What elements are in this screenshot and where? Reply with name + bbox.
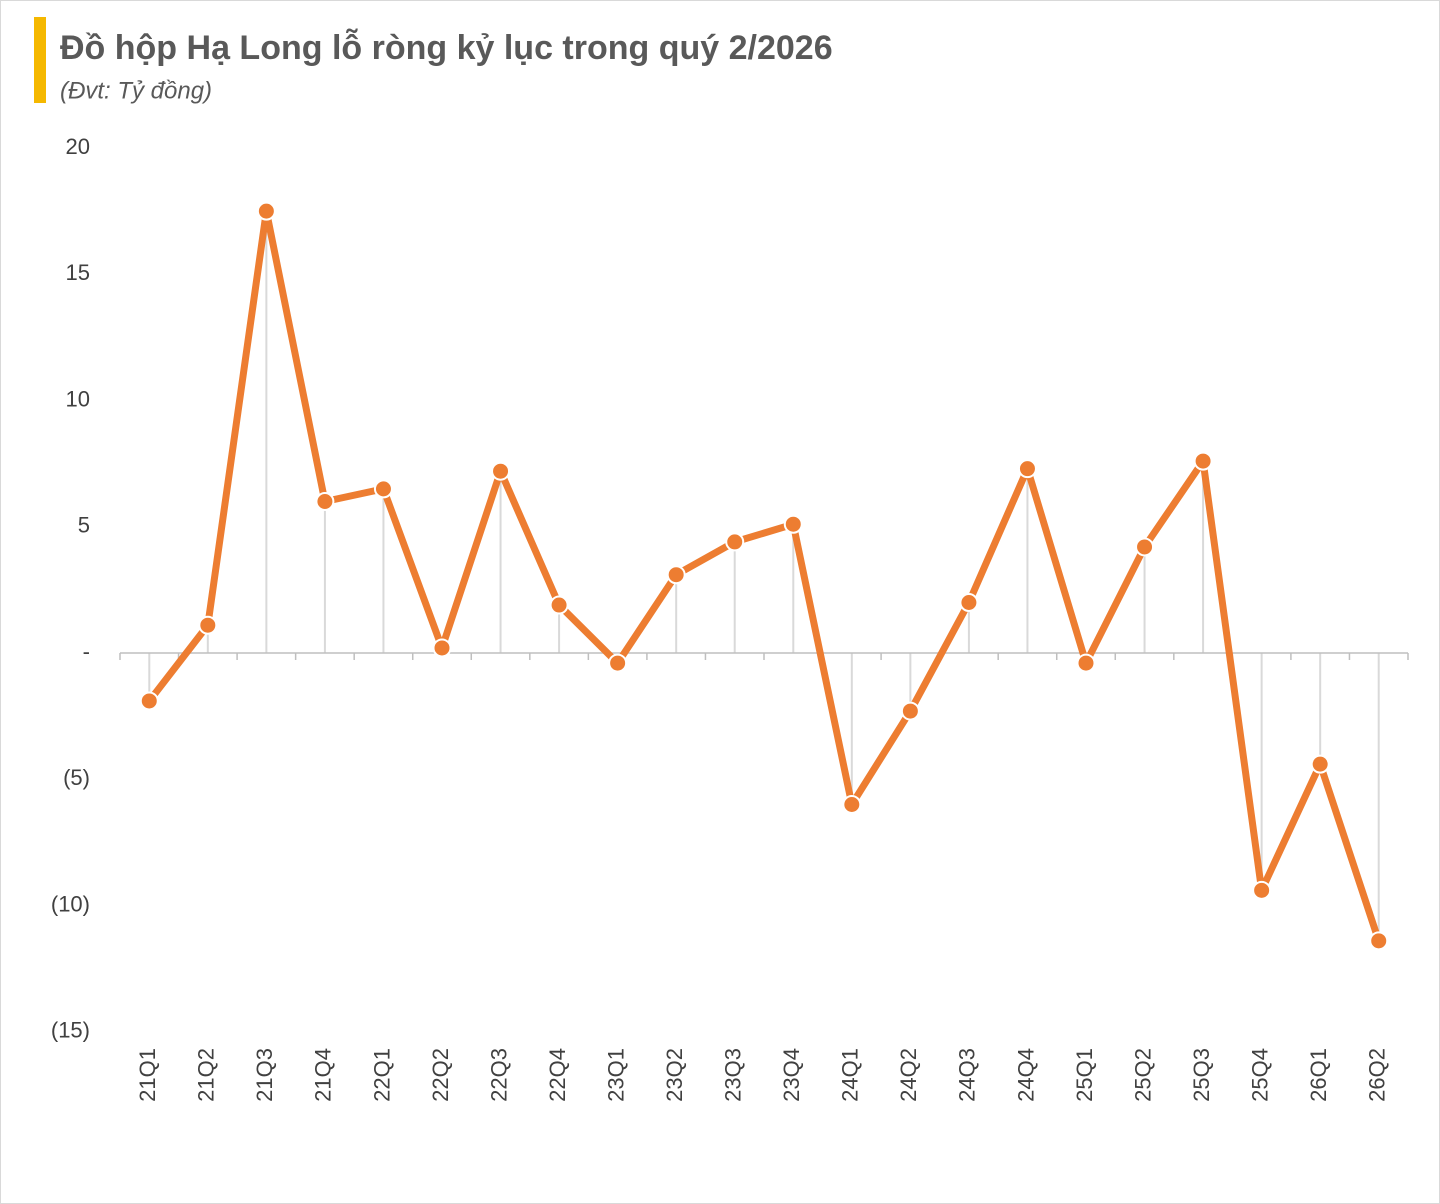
point [373, 479, 393, 499]
y-tick-label: 20 [66, 134, 90, 159]
point [783, 514, 803, 534]
series-line [146, 207, 1383, 942]
x-tick-label: 22Q3 [486, 1048, 511, 1102]
point [1369, 931, 1389, 951]
x-tick-label: 21Q4 [311, 1048, 336, 1102]
point [1076, 653, 1096, 673]
chart-subtitle: (Đvt: Tỷ đồng) [60, 77, 212, 104]
point [666, 565, 686, 585]
point [1310, 754, 1330, 774]
title-accent [34, 17, 46, 103]
y-tick-label: (5) [63, 765, 90, 790]
x-tick-label: 23Q2 [662, 1048, 687, 1102]
y-tick-label: (10) [51, 891, 90, 916]
x-tick-label: 21Q3 [252, 1048, 277, 1102]
y-tick-label: 5 [78, 513, 90, 538]
x-tick-label: 25Q3 [1189, 1048, 1214, 1102]
y-tick-label: - [83, 639, 90, 664]
x-tick-label: 25Q4 [1247, 1048, 1272, 1102]
x-tick-label: 24Q2 [896, 1048, 921, 1102]
point [432, 638, 452, 658]
x-tick-label: 24Q3 [955, 1048, 980, 1102]
x-tick-label: 25Q1 [1072, 1048, 1097, 1102]
x-tick-label: 23Q4 [779, 1048, 804, 1102]
x-tick-label: 24Q4 [1013, 1048, 1038, 1102]
x-tick-label: 24Q1 [838, 1048, 863, 1102]
point [1017, 459, 1037, 479]
y-tick-label: (15) [51, 1018, 90, 1043]
point [315, 492, 335, 511]
point [1252, 880, 1272, 900]
point [959, 593, 979, 612]
point [725, 532, 745, 552]
point [198, 615, 218, 635]
chart-title: Đồ hộp Hạ Long lỗ ròng kỷ lục trong quý … [60, 29, 833, 67]
x-tick-label: 22Q2 [428, 1048, 453, 1102]
point [608, 653, 628, 673]
point [1135, 537, 1155, 557]
y-tick-label: 15 [66, 260, 90, 285]
point [139, 691, 159, 711]
point [491, 461, 511, 481]
x-tick-label: 23Q3 [721, 1048, 746, 1102]
y-tick-label: 10 [66, 386, 90, 411]
x-tick-label: 22Q4 [545, 1048, 570, 1102]
point [549, 595, 569, 615]
x-tick-label: 25Q2 [1130, 1048, 1155, 1102]
point [842, 795, 862, 814]
point [256, 201, 276, 221]
x-tick-label: 22Q1 [369, 1048, 394, 1102]
x-tick-label: 23Q1 [603, 1048, 628, 1102]
point [900, 701, 920, 721]
x-tick-label: 26Q2 [1365, 1048, 1390, 1102]
x-tick-label: 26Q1 [1306, 1048, 1331, 1102]
x-tick-label: 21Q1 [135, 1048, 160, 1102]
point [1193, 451, 1213, 471]
x-tick-label: 21Q2 [194, 1048, 219, 1102]
